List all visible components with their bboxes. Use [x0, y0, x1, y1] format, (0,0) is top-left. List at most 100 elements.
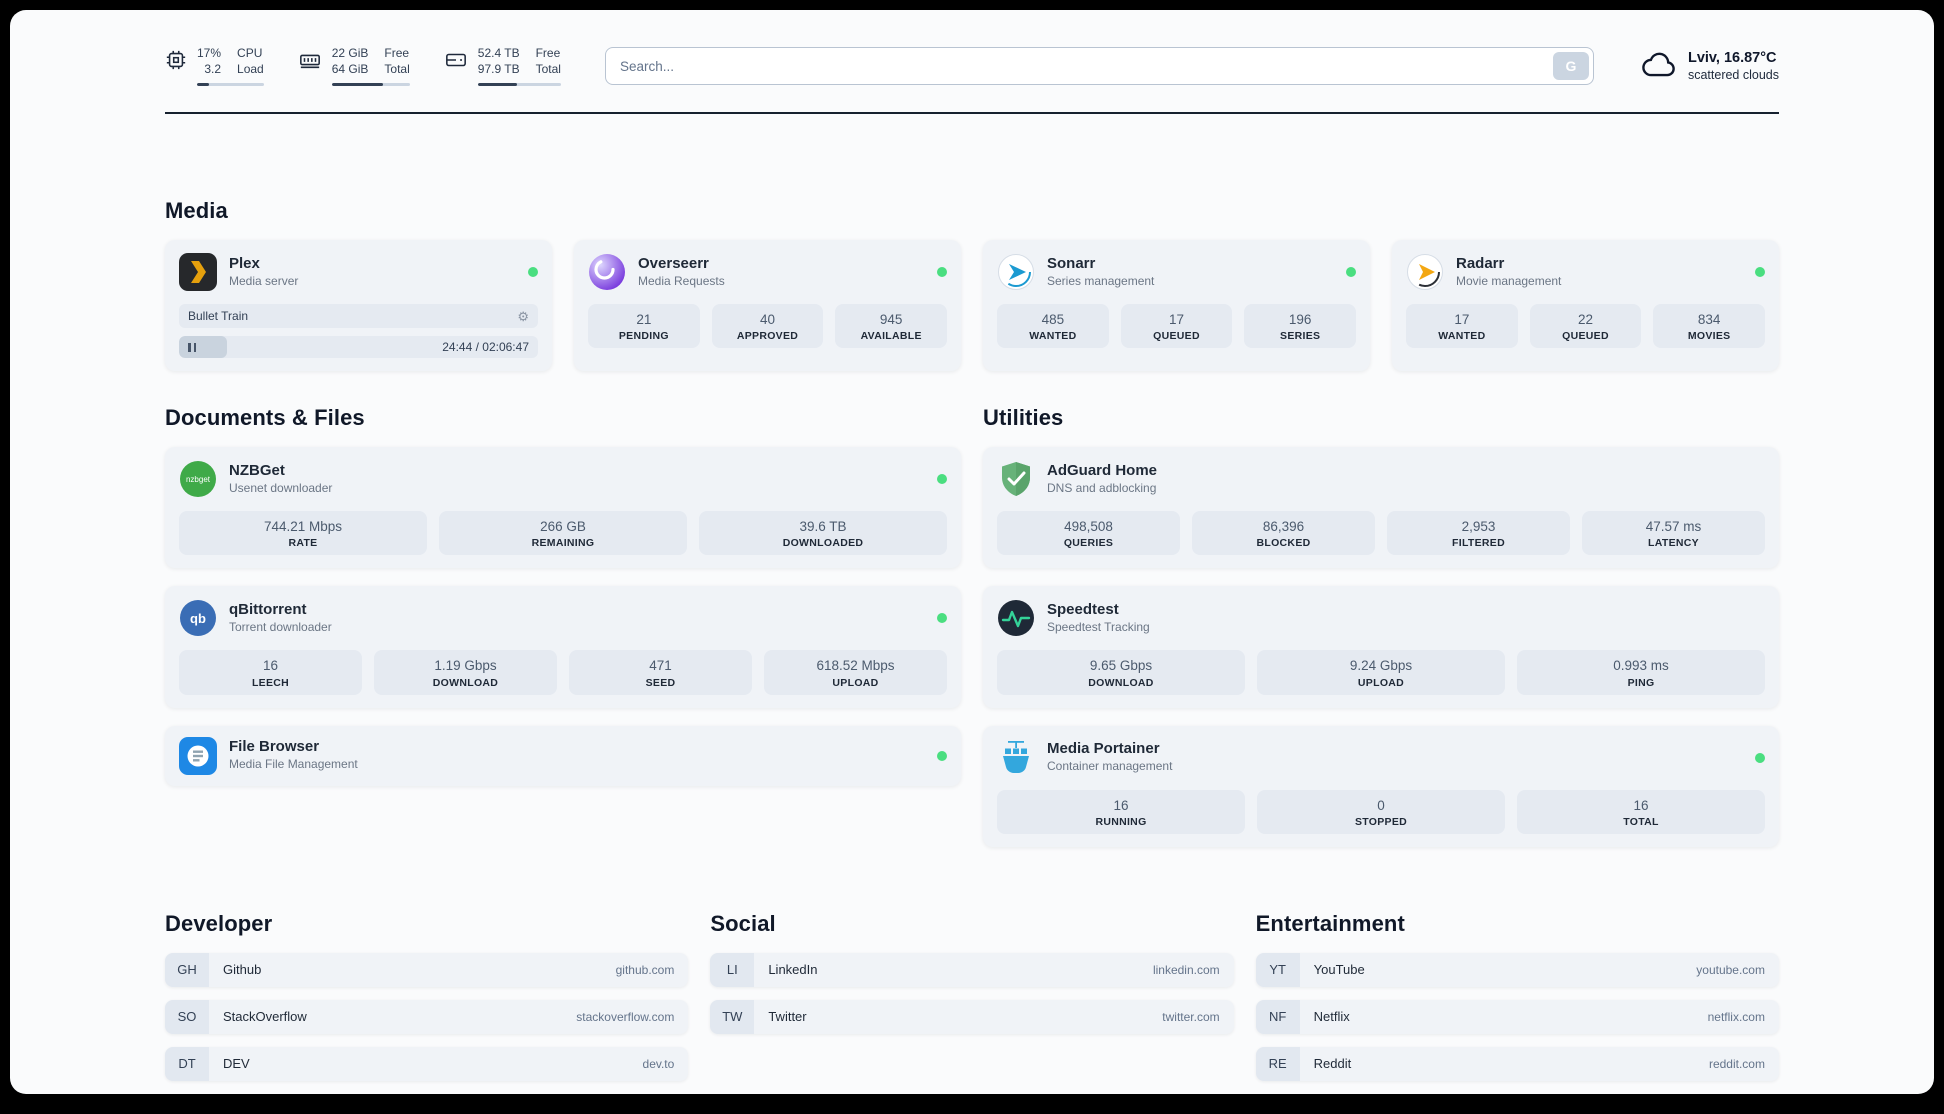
service-subtitle: Torrent downloader: [229, 619, 332, 634]
stat-tile: 17 WANTED: [1406, 304, 1518, 349]
bookmark-youtube[interactable]: YT YouTube youtube.com: [1255, 952, 1779, 987]
service-name: Plex: [229, 255, 260, 273]
status-dot: [937, 267, 947, 278]
service-card-adguard[interactable]: AdGuard Home DNS and adblocking 498,508 …: [983, 447, 1779, 569]
service-card-nzbget[interactable]: nzbget NZBGet Usenet downloader 744.21 M…: [165, 447, 961, 569]
memory-total-label: Total: [384, 61, 410, 76]
disk-widget: 52.4 TB 97.9 TB Free Total: [444, 46, 561, 87]
bookmark-name: DEV: [223, 1056, 250, 1072]
service-name: Speedtest: [1047, 601, 1119, 619]
memory-progress-track: [331, 83, 410, 87]
bookmark-linkedin[interactable]: LI LinkedIn linkedin.com: [710, 952, 1234, 987]
bookmark-url: dev.to: [642, 1056, 675, 1071]
bookmark-abbr: YT: [1255, 952, 1300, 987]
plex-icon: [179, 253, 217, 292]
bookmark-url: netflix.com: [1707, 1009, 1765, 1024]
search-input[interactable]: [605, 58, 1553, 74]
memory-free-label: Free: [384, 46, 410, 60]
status-dot: [1346, 267, 1356, 278]
bookmark-abbr: NF: [1255, 999, 1300, 1034]
filebrowser-icon: [179, 736, 217, 775]
service-name: File Browser: [229, 738, 320, 756]
cpu-chip-icon: [165, 49, 187, 76]
bookmark-abbr: DT: [165, 1046, 209, 1081]
service-name: AdGuard Home: [1047, 462, 1158, 480]
gear-icon[interactable]: ⚙: [517, 308, 529, 324]
service-name: Radarr: [1456, 255, 1505, 273]
stat-tile: 485 WANTED: [997, 304, 1109, 349]
utilities-section-title: Utilities: [983, 405, 1064, 431]
memory-total-value: 64 GiB: [331, 61, 369, 76]
bookmark-stackoverflow[interactable]: SO StackOverflow stackoverflow.com: [165, 999, 689, 1034]
bookmark-group-entertainment: Entertainment YT YouTube youtube.com NF …: [1255, 910, 1779, 1094]
player-progress-bar[interactable]: 24:44 / 02:06:47: [179, 336, 538, 359]
service-name: qBittorrent: [229, 601, 307, 619]
weather-condition: scattered clouds: [1687, 68, 1779, 83]
stat-tile: 0 STOPPED: [1257, 789, 1505, 834]
stat-tile: 9.24 Gbps UPLOAD: [1257, 650, 1505, 695]
service-name: Overseerr: [638, 255, 709, 273]
search-provider-button[interactable]: G: [1552, 52, 1589, 81]
stat-tile: 21 PENDING: [588, 304, 700, 349]
stat-tile: 196 SERIES: [1244, 304, 1357, 349]
service-card-sonarr[interactable]: Sonarr Series management 485 WANTED 17 Q…: [983, 240, 1370, 372]
service-card-filebrowser[interactable]: File Browser Media File Management: [165, 725, 961, 786]
stat-tile: 471 SEED: [569, 650, 752, 695]
entertainment-section-title: Entertainment: [1255, 910, 1405, 936]
header-divider: [165, 112, 1779, 115]
bookmark-url: reddit.com: [1708, 1056, 1765, 1071]
cpu-widget: 17% 3.2 CPU Load: [165, 46, 264, 87]
service-card-portainer[interactable]: Media Portainer Container management 16 …: [983, 725, 1779, 847]
service-card-radarr[interactable]: Radarr Movie management 17 WANTED 22 QUE…: [1392, 240, 1779, 372]
service-name: Sonarr: [1047, 255, 1096, 273]
cpu-percent: 17%: [197, 46, 222, 60]
pause-button[interactable]: [179, 336, 227, 359]
stat-tile: 945 AVAILABLE: [835, 304, 948, 349]
stat-tile: 16 RUNNING: [997, 789, 1245, 834]
bookmark-group-social: Social LI LinkedIn linkedin.com TW Twitt…: [710, 910, 1234, 1094]
bookmark-url: youtube.com: [1696, 962, 1765, 977]
service-subtitle: Media File Management: [229, 757, 358, 772]
service-card-overseerr[interactable]: Overseerr Media Requests 21 PENDING 40 A…: [574, 240, 961, 372]
service-subtitle: DNS and adblocking: [1047, 480, 1157, 495]
stat-tile: 17 QUEUED: [1120, 304, 1233, 349]
stat-tile: 266 GB REMAINING: [439, 511, 687, 556]
stat-tile: 498,508 QUERIES: [997, 511, 1180, 556]
documents-section-title: Documents & Files: [165, 405, 365, 431]
service-subtitle: Series management: [1047, 273, 1155, 288]
bookmark-netflix[interactable]: NF Netflix netflix.com: [1255, 999, 1779, 1034]
weather-widget: Lviv, 16.87°C scattered clouds: [1640, 48, 1779, 85]
bookmark-twitter[interactable]: TW Twitter twitter.com: [710, 999, 1234, 1034]
service-subtitle: Movie management: [1456, 273, 1562, 288]
bookmark-reddit[interactable]: RE Reddit reddit.com: [1255, 1046, 1779, 1081]
bookmark-abbr: SO: [165, 999, 209, 1034]
portainer-icon: [997, 739, 1035, 777]
qbittorrent-icon: qb: [179, 599, 217, 637]
service-card-qbittorrent[interactable]: qb qBittorrent Torrent downloader 16 LEE…: [165, 586, 961, 708]
service-subtitle: Media server: [229, 273, 299, 288]
social-section-title: Social: [710, 910, 776, 936]
memory-widget: 22 GiB 64 GiB Free Total: [298, 46, 410, 87]
cpu-label: CPU: [237, 46, 263, 60]
bookmark-url: twitter.com: [1162, 1009, 1220, 1024]
cpu-load-label: Load: [237, 61, 264, 76]
now-playing-title: Bullet Train: [188, 309, 249, 324]
section-utilities: Utilities AdGuard Home: [983, 405, 1779, 847]
dashboard-panel: 17% 3.2 CPU Load: [10, 10, 1934, 1094]
service-card-plex[interactable]: Plex Media server Bullet Train ⚙ 24:44 /…: [165, 240, 552, 372]
media-section-title: Media: [165, 198, 228, 224]
cpu-progress-track: [197, 83, 264, 87]
service-name: Media Portainer: [1047, 740, 1160, 758]
radarr-icon: [1406, 253, 1444, 291]
bookmark-dev[interactable]: DT DEV dev.to: [165, 1046, 689, 1081]
status-dot: [937, 750, 947, 761]
speedtest-pulse-icon: [997, 599, 1035, 637]
stat-tile: 618.52 Mbps UPLOAD: [764, 650, 947, 695]
service-card-speedtest[interactable]: Speedtest Speedtest Tracking 9.65 Gbps D…: [983, 586, 1779, 708]
stat-tile: 16 LEECH: [179, 650, 362, 695]
bookmark-url: github.com: [615, 962, 675, 977]
service-subtitle: Media Requests: [638, 273, 725, 288]
disk-free-label: Free: [535, 46, 561, 60]
bookmark-github[interactable]: GH Github github.com: [165, 952, 689, 987]
status-dot: [937, 474, 947, 485]
